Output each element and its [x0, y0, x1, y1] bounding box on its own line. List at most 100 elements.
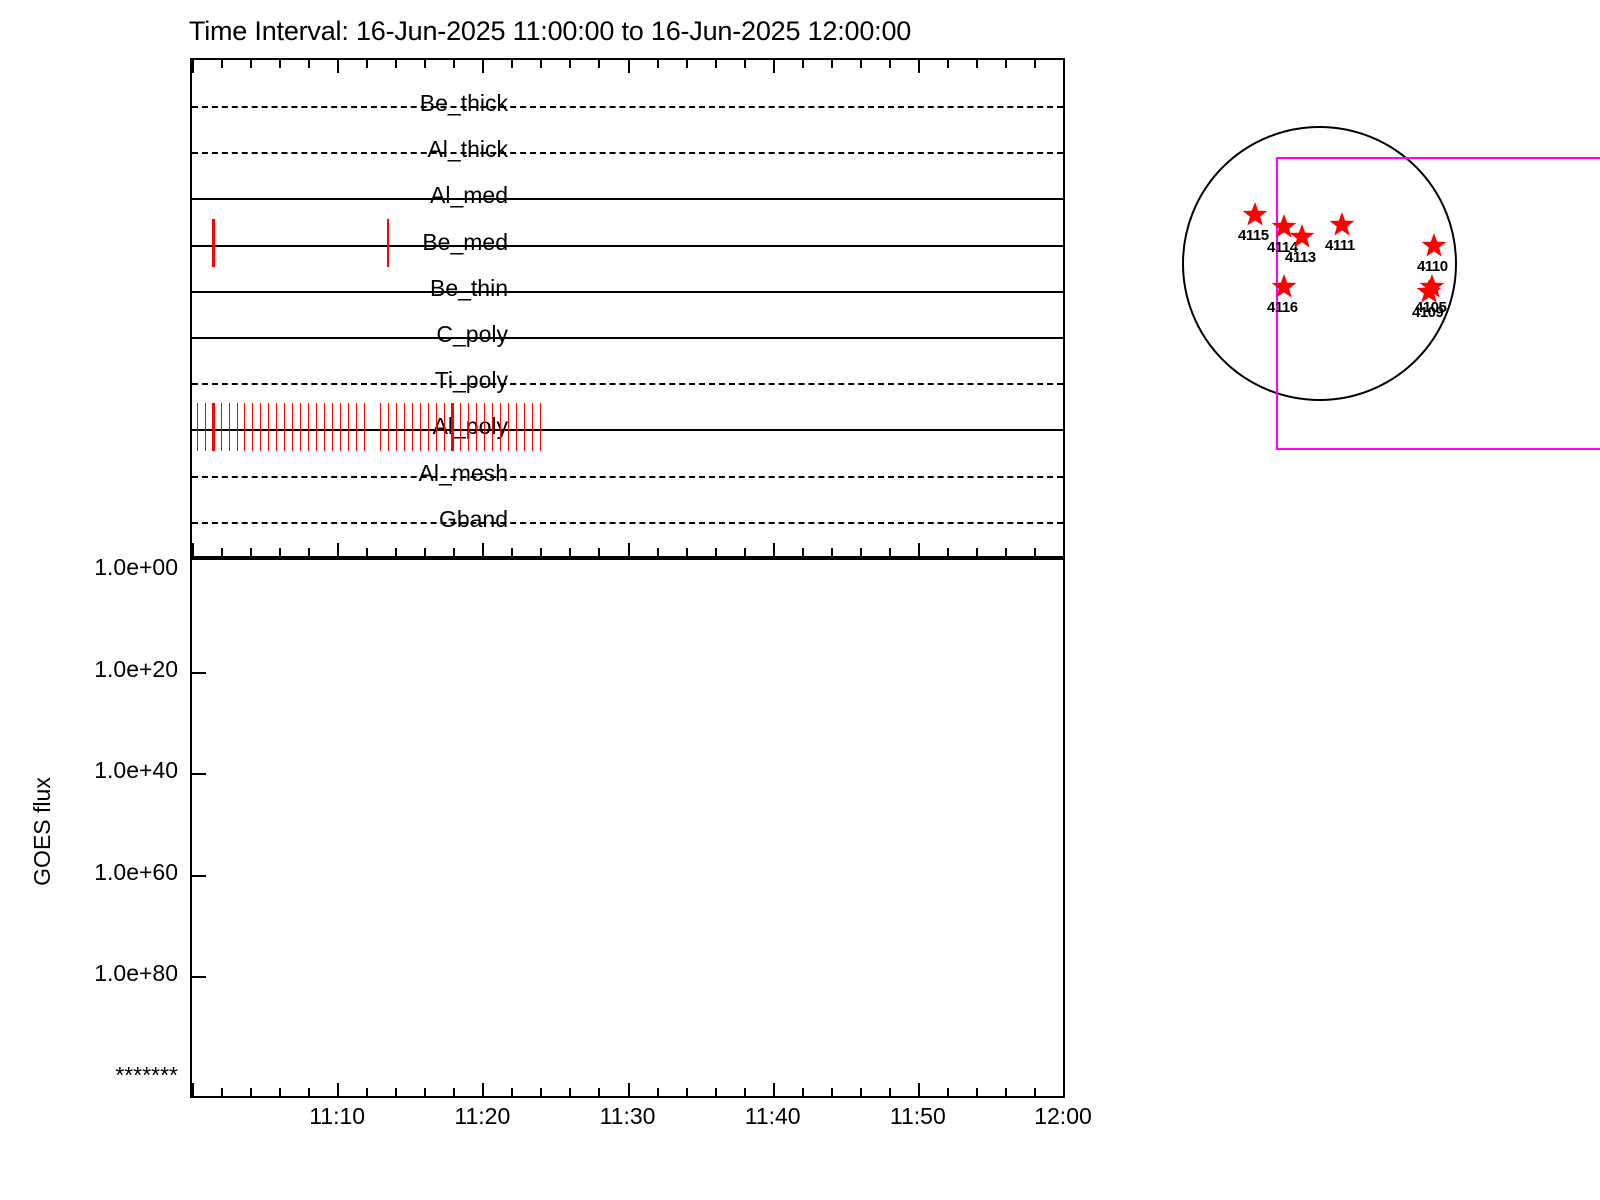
filter-top-tick — [801, 60, 804, 68]
active-region-label-4113: 4113 — [1285, 249, 1316, 266]
observation-mark-al_poly — [412, 403, 414, 452]
filter-top-tick — [627, 60, 630, 73]
observation-mark-al_poly — [364, 403, 366, 452]
observation-mark-al_poly — [236, 403, 238, 452]
filter-top-tick — [192, 60, 194, 73]
filter-label-ti_poly: Ti_poly — [434, 367, 508, 394]
observation-mark-al_poly — [211, 403, 215, 452]
filter-top-tick — [424, 60, 427, 68]
observation-mark-al_poly — [252, 403, 254, 452]
filter-bottom-tick — [685, 548, 688, 556]
goes-x-tick — [627, 1083, 630, 1096]
filter-bottom-tick — [540, 548, 543, 556]
filter-top-tick — [1063, 60, 1065, 73]
goes-x-tick — [540, 1088, 543, 1096]
goes-x-tick — [308, 1088, 311, 1096]
goes-x-tick — [772, 1083, 775, 1096]
filter-top-tick — [482, 60, 485, 73]
observation-mark-al_poly — [332, 403, 334, 452]
filter-top-tick — [859, 60, 862, 68]
filter-top-tick — [656, 60, 659, 68]
filter-bottom-tick — [569, 548, 572, 556]
observation-mark-be_med — [212, 218, 216, 267]
filter-bottom-tick — [1063, 543, 1065, 556]
observation-mark-al_poly — [491, 403, 493, 452]
goes-x-tick — [598, 1088, 601, 1096]
filter-bottom-tick — [1004, 548, 1007, 556]
observation-mark-al_poly — [284, 403, 286, 452]
observation-mark-be_med — [386, 218, 389, 267]
filter-row-line-gband — [192, 521, 1063, 524]
goes-x-label-1110: 11:10 — [309, 1103, 366, 1129]
observation-mark-al_poly — [476, 403, 478, 452]
filter-top-tick — [337, 60, 340, 73]
observation-mark-al_poly — [220, 403, 222, 452]
filter-bottom-tick — [917, 543, 920, 556]
goes-y-tick — [192, 773, 206, 775]
filter-top-tick — [975, 60, 978, 68]
filter-top-tick — [250, 60, 253, 68]
filter-bottom-tick — [1033, 548, 1036, 556]
filter-bottom-tick — [656, 548, 659, 556]
filter-timeline-panel[interactable] — [190, 58, 1065, 558]
observation-mark-al_poly — [324, 403, 326, 452]
observation-mark-al_poly — [404, 403, 406, 452]
filter-top-tick — [772, 60, 775, 73]
observation-mark-al_poly — [340, 403, 342, 452]
filter-bottom-tick — [627, 543, 630, 556]
filter-bottom-tick — [714, 548, 717, 556]
goes-x-tick — [714, 1088, 717, 1096]
filter-label-al_med: Al_med — [430, 182, 508, 209]
filter-bottom-tick — [366, 548, 369, 556]
filter-bottom-tick — [482, 543, 485, 556]
filter-bottom-tick — [221, 548, 224, 556]
goes-x-tick — [279, 1088, 282, 1096]
goes-x-tick — [1063, 1083, 1065, 1096]
filter-bottom-tick — [772, 543, 775, 556]
filter-top-tick — [308, 60, 311, 68]
filter-top-tick — [569, 60, 572, 68]
observation-mark-al_poly — [396, 403, 398, 452]
observation-mark-al_poly — [531, 403, 533, 452]
filter-bottom-tick — [946, 548, 949, 556]
goes-y-label-0: 1.0e+00 — [94, 554, 178, 580]
filter-bottom-tick — [801, 548, 804, 556]
goes-x-tick — [859, 1088, 862, 1096]
filter-row-line-al_thick — [192, 152, 1063, 155]
goes-y-label-5: ******* — [115, 1062, 178, 1088]
observation-mark-al_poly — [428, 403, 430, 452]
filter-top-tick — [743, 60, 746, 68]
filter-bottom-tick — [192, 543, 194, 556]
goes-x-tick — [192, 1083, 194, 1096]
filter-bottom-tick — [975, 548, 978, 556]
goes-flux-panel[interactable] — [190, 558, 1065, 1098]
filter-label-be_thick: Be_thick — [419, 90, 508, 116]
goes-x-tick — [424, 1088, 427, 1096]
goes-y-label-1: 1.0e+20 — [94, 655, 178, 682]
solar-disk-panel[interactable]: 4115 4114 4113 4111 4110 4105 4109 4116 — [1160, 100, 1600, 480]
observation-mark-al_poly — [380, 403, 382, 452]
observation-mark-al_poly — [356, 403, 358, 452]
observation-mark-al_poly — [460, 403, 462, 452]
goes-x-tick — [1004, 1088, 1007, 1096]
observation-mark-al_poly — [316, 403, 318, 452]
goes-x-label-1120: 11:20 — [454, 1103, 511, 1129]
goes-y-label-4: 1.0e+80 — [94, 960, 178, 986]
filter-bottom-tick — [424, 548, 427, 556]
filter-top-tick — [540, 60, 543, 68]
goes-x-tick — [569, 1088, 572, 1096]
filter-row-line-ti_poly — [192, 383, 1063, 386]
goes-x-tick — [801, 1088, 804, 1096]
filter-top-tick — [366, 60, 369, 68]
filter-top-tick — [888, 60, 891, 68]
goes-x-tick — [511, 1088, 514, 1096]
goes-x-tick — [975, 1088, 978, 1096]
goes-y-tick — [192, 671, 206, 674]
goes-y-label-2: 1.0e+40 — [94, 757, 178, 783]
filter-row-line-al_poly — [192, 429, 1063, 432]
active-region-label-4109: 4109 — [1412, 304, 1444, 321]
active-region-label-4115: 4115 — [1238, 227, 1269, 244]
goes-x-tick — [1033, 1088, 1036, 1096]
filter-bottom-tick — [453, 548, 456, 556]
active-region-label-4111: 4111 — [1325, 237, 1355, 254]
